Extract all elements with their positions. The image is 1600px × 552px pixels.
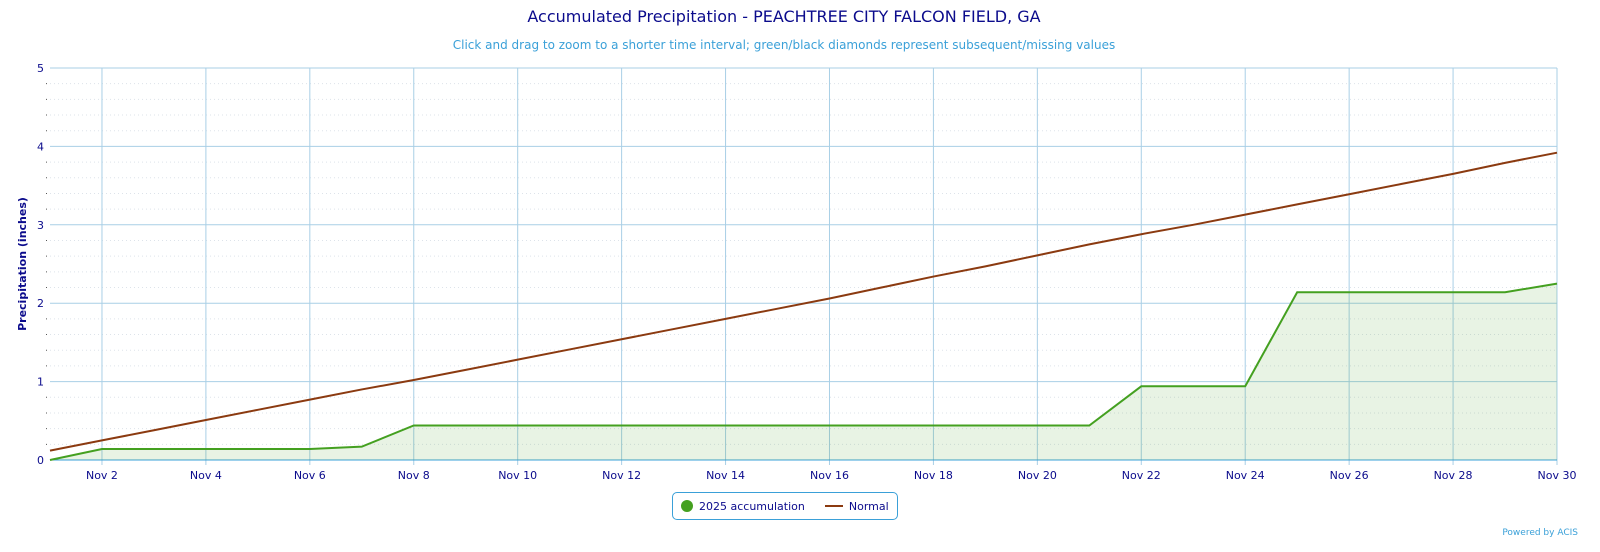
y-tick-label: 4 (37, 140, 44, 153)
x-tick-label: Nov 14 (706, 469, 745, 482)
data-point (1554, 150, 1560, 156)
data-point (930, 423, 936, 429)
data-point (1294, 201, 1300, 207)
data-point (930, 274, 936, 280)
y-tick-label: 1 (37, 376, 44, 389)
series-line-2025-accumulation (49, 282, 1558, 461)
data-point (307, 446, 313, 452)
series-line-normal (49, 151, 1558, 452)
data-point (567, 423, 573, 429)
data-point (151, 427, 157, 433)
data-point (1190, 222, 1196, 228)
data-point (463, 423, 469, 429)
data-point (1242, 212, 1248, 218)
data-point (982, 263, 988, 269)
data-point (411, 423, 417, 429)
data-point (255, 407, 261, 413)
data-point (99, 437, 105, 443)
data-point (1190, 383, 1196, 389)
x-tick-label: Nov 12 (602, 469, 641, 482)
data-point (1034, 423, 1040, 429)
x-tick-label: Nov 16 (810, 469, 849, 482)
data-point (515, 423, 521, 429)
data-point (1294, 289, 1300, 295)
x-tick-label: Nov 28 (1434, 469, 1473, 482)
data-point (671, 326, 677, 332)
data-point (359, 444, 365, 450)
x-tick-label: Nov 20 (1018, 469, 1057, 482)
x-tick-label: Nov 18 (914, 469, 953, 482)
data-point (1086, 423, 1092, 429)
data-point (1398, 289, 1404, 295)
data-point (723, 423, 729, 429)
legend-marker-normal (824, 505, 843, 507)
data-point (1242, 383, 1248, 389)
data-point (723, 316, 729, 322)
data-point (307, 397, 313, 403)
data-point (1138, 231, 1144, 237)
data-point (982, 423, 988, 429)
legend: 2025 accumulation Normal (672, 492, 898, 520)
powered-by-credit[interactable]: Powered by ACIS (1502, 528, 1578, 538)
x-tick-label: Nov 26 (1330, 469, 1369, 482)
data-point (619, 423, 625, 429)
chart-subtitle: Click and drag to zoom to a shorter time… (452, 38, 1116, 52)
data-point (203, 446, 209, 452)
data-point (1450, 289, 1456, 295)
data-point (1450, 171, 1456, 177)
data-point (359, 386, 365, 392)
data-point (47, 448, 53, 454)
x-tick-label: Nov 2 (86, 469, 118, 482)
x-tick-label: Nov 30 (1538, 469, 1577, 482)
data-point (1502, 289, 1508, 295)
data-point (515, 357, 521, 363)
data-point (567, 346, 573, 352)
data-point (826, 423, 832, 429)
y-tick-label: 5 (37, 62, 44, 75)
data-point (1346, 289, 1352, 295)
data-point (878, 423, 884, 429)
y-axis-label: Precipitation (inches) (16, 197, 29, 331)
data-point (1138, 383, 1144, 389)
area-fill-0 (50, 283, 1557, 460)
data-point (1034, 252, 1040, 258)
data-point (99, 446, 105, 452)
data-point (1398, 181, 1404, 187)
data-point (411, 377, 417, 383)
y-tick-label: 2 (37, 297, 44, 310)
data-point (878, 285, 884, 291)
data-point (1346, 191, 1352, 197)
x-tick-label: Nov 24 (1226, 469, 1265, 482)
data-point (619, 336, 625, 342)
data-point (203, 417, 209, 423)
data-point (47, 457, 53, 463)
data-point (671, 423, 677, 429)
x-tick-label: Nov 4 (190, 469, 222, 482)
legend-marker-accumulation (681, 500, 693, 512)
data-point (255, 446, 261, 452)
x-tick-label: Nov 8 (398, 469, 430, 482)
chart-title: Accumulated Precipitation - PEACHTREE CI… (527, 7, 1041, 26)
x-tick-label: Nov 10 (498, 469, 537, 482)
data-point (775, 306, 781, 312)
legend-item-normal[interactable]: Normal (848, 499, 889, 513)
data-point (463, 367, 469, 373)
data-point (1086, 241, 1092, 247)
data-point (826, 295, 832, 301)
data-point (151, 446, 157, 452)
x-tick-label: Nov 22 (1122, 469, 1161, 482)
data-point (775, 423, 781, 429)
y-tick-label: 0 (37, 454, 44, 467)
y-tick-label: 3 (37, 219, 44, 232)
x-tick-label: Nov 6 (294, 469, 326, 482)
legend-item-accumulation[interactable]: 2025 accumulation (699, 499, 805, 513)
data-point (1554, 281, 1560, 287)
data-point (1502, 160, 1508, 166)
